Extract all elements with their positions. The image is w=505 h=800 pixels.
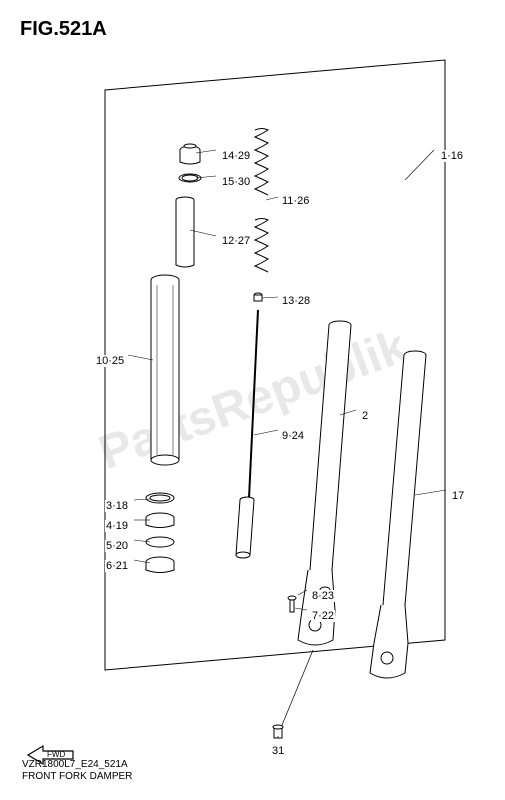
callout-1-16: 1·16	[440, 150, 464, 162]
callout-14-29: 14·29	[221, 150, 251, 162]
callout-2: 2	[361, 410, 369, 422]
callout-13-28: 13·28	[281, 295, 311, 307]
callout-12-27: 12·27	[221, 235, 251, 247]
fwd-label: FWD	[47, 750, 65, 759]
callout-15-30: 15·30	[221, 176, 251, 188]
callout-3-18: 3·18	[105, 500, 129, 512]
callout-11-26: 11·26	[281, 195, 310, 207]
footer-part-name: FRONT FORK DAMPER	[22, 771, 132, 782]
figure-title: FIG.521A	[20, 18, 107, 41]
callout-6-21: 6·21	[105, 560, 129, 572]
callout-7-22: 7·22	[311, 610, 335, 622]
callout-31: 31	[271, 745, 285, 757]
callout-9-24: 9·24	[281, 430, 305, 442]
callout-8-23: 8·23	[311, 590, 335, 602]
callout-10-25: 10·25	[95, 355, 125, 367]
callout-4-19: 4·19	[105, 520, 129, 532]
callout-5-20: 5·20	[105, 540, 129, 552]
diagram-area: 1·16 14·29 15·30 11·26 12·27 13·28 10·25…	[30, 50, 470, 730]
callout-17: 17	[451, 490, 465, 502]
